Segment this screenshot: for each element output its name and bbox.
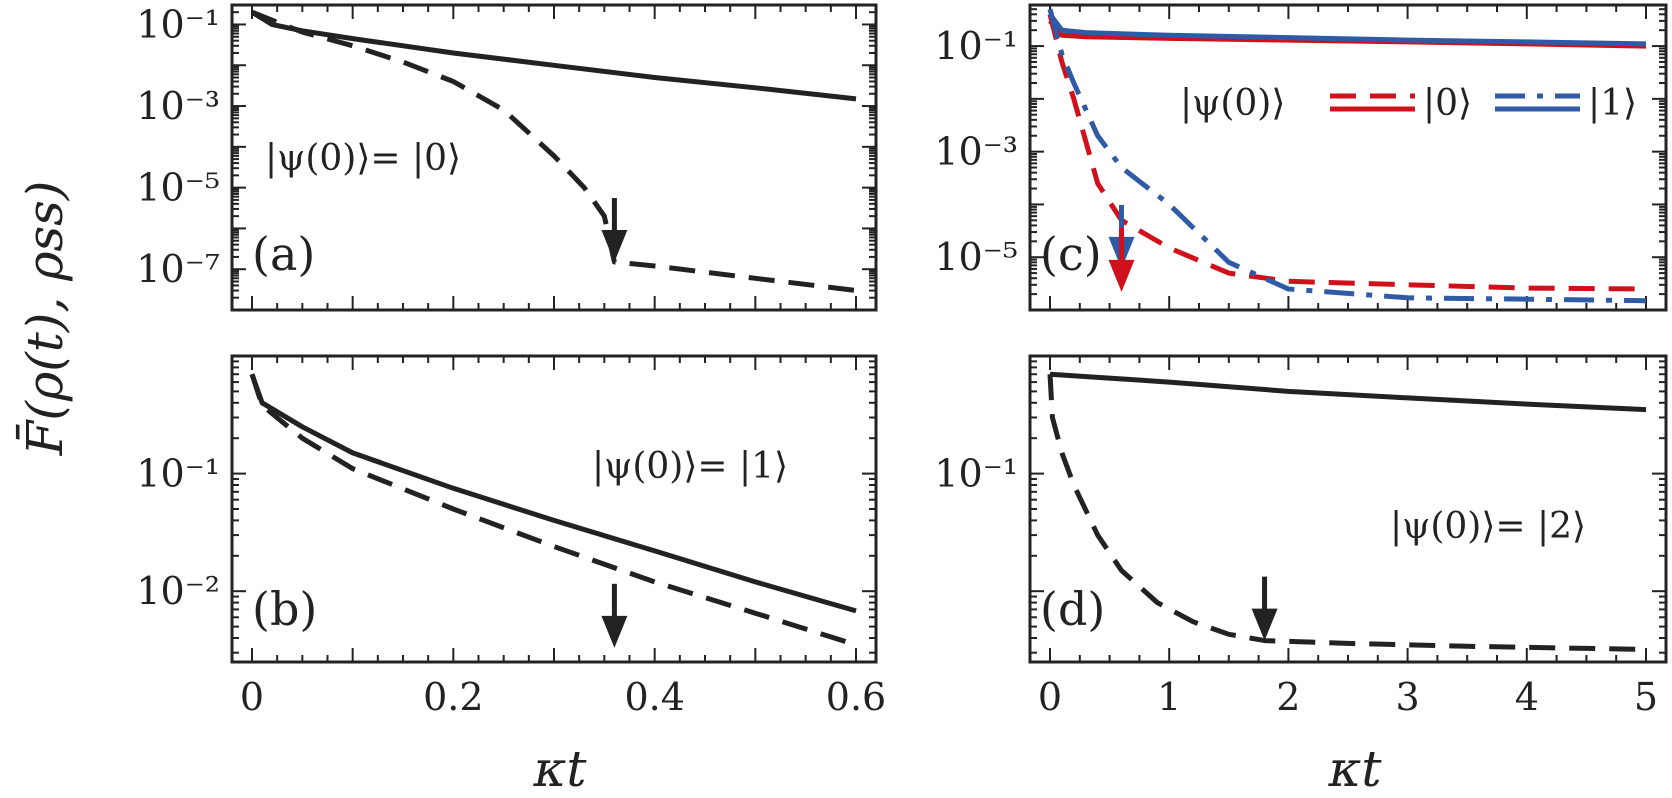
series-group bbox=[250, 9, 857, 293]
panels: 10⁻¹10⁻³10⁻⁵10⁻⁷ (a)|ψ(0)⟩= |0⟩10⁻¹10⁻³10… bbox=[136, 2, 1668, 719]
series-blue-solid bbox=[1047, 12, 1647, 47]
y-tick-label: 10⁻¹ bbox=[934, 24, 1018, 68]
x-tick-label: 3 bbox=[1396, 675, 1420, 719]
y-tick-label: 10⁻⁵ bbox=[934, 235, 1018, 279]
x-tick-label: 2 bbox=[1276, 675, 1300, 719]
series-group bbox=[1047, 371, 1647, 652]
y-tick-label: 10⁻¹ bbox=[136, 452, 220, 496]
axes-frame bbox=[1028, 354, 1668, 664]
state-annotation: |ψ(0)⟩= |1⟩ bbox=[592, 446, 788, 487]
series-black-solid bbox=[250, 10, 857, 102]
y-axis-title: F̄(ρ(t), ρss) bbox=[15, 181, 74, 457]
arrow-head bbox=[601, 230, 628, 263]
y-tick-label: 10⁻⁷ bbox=[136, 247, 220, 291]
axes-frame bbox=[1028, 3, 1668, 312]
x-tick-label: 0.6 bbox=[826, 675, 886, 719]
y-tick-label: 10⁻³ bbox=[136, 84, 220, 128]
arrow-head bbox=[1108, 259, 1135, 292]
panel-d: 10⁻¹ 0 1 2 3 4 5 (d) |ψ(0)⟩= |2⟩ bbox=[934, 354, 1668, 719]
x-tick-label: 0.2 bbox=[423, 675, 483, 719]
x-axis-title-left: κt bbox=[533, 740, 588, 798]
series-black-solid bbox=[249, 373, 857, 614]
y-tick-label: 10⁻¹ bbox=[934, 452, 1018, 496]
panel-b: 10⁻¹ 10⁻² 0 0.2 0.4 0.6 (b) |ψ(0)⟩= |1⟩ bbox=[136, 354, 886, 719]
state-annotation: |ψ(0)⟩= |2⟩ bbox=[1390, 506, 1586, 547]
series-black-dashed bbox=[251, 9, 857, 293]
legend-entry: |1⟩ bbox=[1588, 83, 1637, 124]
series-black-dashed bbox=[249, 373, 857, 648]
series-black-dashed bbox=[1047, 374, 1647, 652]
x-tick-label: 0.4 bbox=[624, 675, 684, 719]
arrow-head bbox=[601, 615, 628, 648]
axes-frame bbox=[230, 354, 878, 664]
panel-label: (b) bbox=[252, 582, 317, 636]
series-red-dashed bbox=[1047, 13, 1647, 292]
y-tick-label: 10⁻³ bbox=[934, 130, 1018, 174]
x-tick-label: 1 bbox=[1157, 675, 1181, 719]
panel-a: 10⁻¹ 10⁻³ 10⁻⁵ 10⁻⁷ (a) |ψ(0)⟩= |0⟩ bbox=[136, 2, 878, 312]
legend-entry: |0⟩ bbox=[1423, 83, 1472, 124]
x-tick-label: 4 bbox=[1515, 675, 1539, 719]
x-tick-label: 5 bbox=[1634, 675, 1658, 719]
axes-frame bbox=[230, 3, 878, 312]
panel-c: 10⁻¹ 10⁻³ 10⁻⁵ (c) |ψ(0)⟩ |0⟩ |1⟩ bbox=[934, 3, 1668, 312]
panel-label: (a) bbox=[252, 227, 315, 281]
legend-title: |ψ(0)⟩ bbox=[1180, 83, 1285, 124]
state-annotation: |ψ(0)⟩= |0⟩ bbox=[265, 138, 461, 179]
panel-label: (c) bbox=[1040, 227, 1102, 281]
series-group bbox=[1047, 8, 1647, 304]
series-group bbox=[249, 373, 857, 648]
x-axis-title-right: κt bbox=[1328, 740, 1383, 798]
panel-label: (d) bbox=[1040, 582, 1105, 636]
y-tick-label: 10⁻¹ bbox=[136, 2, 220, 46]
arrow-head bbox=[1251, 608, 1278, 641]
x-tick-label: 0 bbox=[1038, 675, 1062, 719]
series-black-solid bbox=[1049, 371, 1647, 413]
series-blue-dashdot bbox=[1047, 8, 1647, 304]
x-tick-label: 0 bbox=[240, 675, 264, 719]
y-tick-label: 10⁻⁵ bbox=[136, 166, 220, 210]
y-tick-label: 10⁻² bbox=[136, 569, 220, 613]
